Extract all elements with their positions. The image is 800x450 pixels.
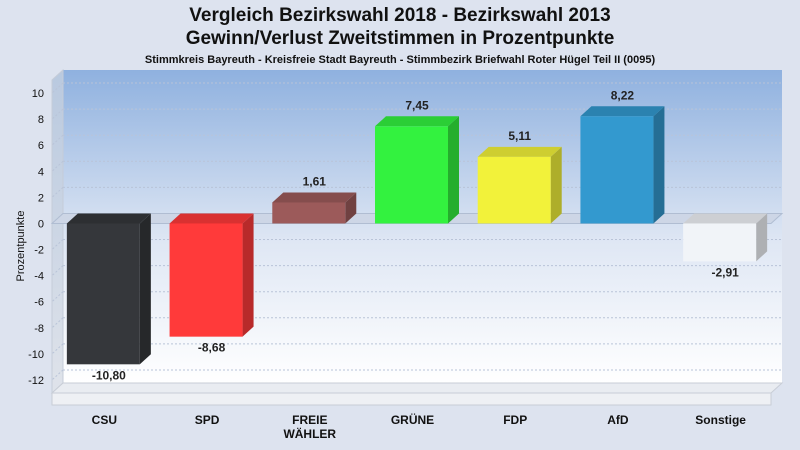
y-tick-label: -10 bbox=[28, 349, 44, 361]
bar-front bbox=[375, 126, 448, 224]
y-tick-label: 0 bbox=[38, 218, 44, 230]
grid-line-side bbox=[51, 317, 64, 329]
grid-line-side bbox=[51, 82, 64, 94]
x-tick-label: Sonstige bbox=[695, 413, 746, 427]
grid-line-side bbox=[51, 343, 64, 355]
bar-top bbox=[580, 106, 665, 117]
bar-value-label: 7,45 bbox=[405, 98, 429, 112]
x-tick-label: GRÜNE bbox=[391, 412, 434, 427]
plot-floor-front bbox=[51, 392, 772, 406]
bar-front bbox=[66, 223, 140, 365]
bar-value-label: -2,91 bbox=[711, 265, 739, 279]
bar-front bbox=[169, 223, 243, 337]
bar-top bbox=[683, 213, 768, 224]
bar: 5,11 bbox=[477, 129, 562, 224]
chart-title: Vergleich Bezirkswahl 2018 - Bezirkswahl… bbox=[189, 5, 611, 26]
chart-caption: Stimmkreis Bayreuth - Kreisfreie Stadt B… bbox=[144, 54, 656, 66]
bar-value-label: 8,22 bbox=[611, 88, 635, 102]
bar-side bbox=[242, 213, 254, 337]
bar-value-label: -10,80 bbox=[92, 368, 126, 382]
y-tick-label: -4 bbox=[34, 271, 44, 283]
bar-top bbox=[169, 213, 254, 224]
bar-side bbox=[448, 116, 459, 224]
bar: -10,80 bbox=[66, 213, 151, 382]
y-axis-ticks: 10 8 6 4 2 0 -2 -4 -6 -8 -10 -12 bbox=[28, 88, 44, 387]
bar-top bbox=[375, 116, 459, 127]
bar-value-label: -8,68 bbox=[198, 341, 226, 355]
chart-subtitle: Gewinn/Verlust Zweitstimmen in Prozentpu… bbox=[185, 28, 615, 49]
y-tick-label: -12 bbox=[28, 375, 44, 387]
bar-side bbox=[756, 213, 768, 262]
y-tick-label: 10 bbox=[32, 88, 44, 100]
y-tick-label: -8 bbox=[34, 323, 44, 335]
bar: 8,22 bbox=[580, 88, 665, 224]
bar-top bbox=[272, 192, 357, 203]
grid-line-side bbox=[51, 265, 64, 276]
bar-top bbox=[66, 213, 151, 224]
bar-top bbox=[477, 146, 562, 157]
bar: -8,68 bbox=[169, 213, 254, 355]
bar: -2,91 bbox=[683, 213, 768, 279]
bar-side bbox=[653, 106, 665, 224]
grid-line-side bbox=[51, 369, 64, 381]
grid-line-side bbox=[51, 160, 64, 172]
bar-value-label: 1,61 bbox=[303, 174, 327, 188]
plot-floor bbox=[50, 382, 784, 394]
grid-line-side bbox=[51, 291, 64, 303]
bar: 1,61 bbox=[272, 174, 357, 224]
chart-header: Vergleich Bezirkswahl 2018 - Bezirkswahl… bbox=[0, 4, 800, 68]
x-tick-label: FREIE bbox=[292, 413, 327, 427]
bars: -10,80 -8,68 1,61 7,45 5,11 8,22 -2,91 bbox=[66, 88, 768, 382]
x-tick-label: SPD bbox=[195, 413, 220, 427]
bar-front bbox=[683, 223, 757, 262]
grid-line-side bbox=[51, 108, 64, 120]
bar-front bbox=[477, 156, 551, 224]
y-tick-label: 2 bbox=[38, 192, 44, 204]
grid-line-side bbox=[51, 239, 64, 250]
bar-front bbox=[272, 202, 346, 224]
bar-side bbox=[550, 146, 562, 224]
plot-side-wall bbox=[51, 68, 64, 395]
y-tick-label: -2 bbox=[34, 245, 44, 257]
x-tick-label: AfD bbox=[607, 413, 629, 427]
y-tick-label: 6 bbox=[38, 140, 44, 152]
grid-line-side bbox=[51, 134, 64, 146]
bar-front bbox=[580, 116, 654, 224]
bar-side bbox=[139, 213, 151, 365]
x-tick-label: WÄHLER bbox=[283, 426, 336, 441]
grid-line-side bbox=[51, 187, 64, 198]
y-tick-label: 8 bbox=[38, 114, 44, 126]
y-tick-label: -6 bbox=[34, 297, 44, 309]
bar: 7,45 bbox=[375, 98, 459, 224]
bar-side bbox=[345, 192, 357, 224]
bar-value-label: 5,11 bbox=[508, 129, 531, 143]
x-tick-label: CSU bbox=[92, 413, 117, 427]
y-tick-label: 4 bbox=[38, 166, 44, 178]
x-tick-label: FDP bbox=[503, 413, 527, 427]
